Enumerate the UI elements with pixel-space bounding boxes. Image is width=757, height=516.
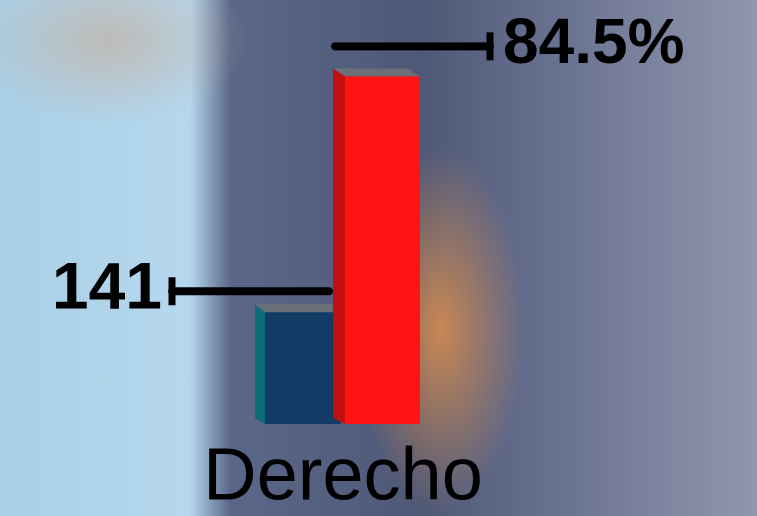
bar <box>265 312 341 424</box>
bar-side <box>333 68 345 424</box>
value-label: 84.5% <box>503 5 684 77</box>
value-label: 141 <box>52 249 162 323</box>
bar-top <box>333 68 420 77</box>
bar-side <box>255 304 265 424</box>
bar-top <box>255 304 341 313</box>
bar <box>345 76 420 424</box>
category-label: Derecho <box>203 433 483 516</box>
